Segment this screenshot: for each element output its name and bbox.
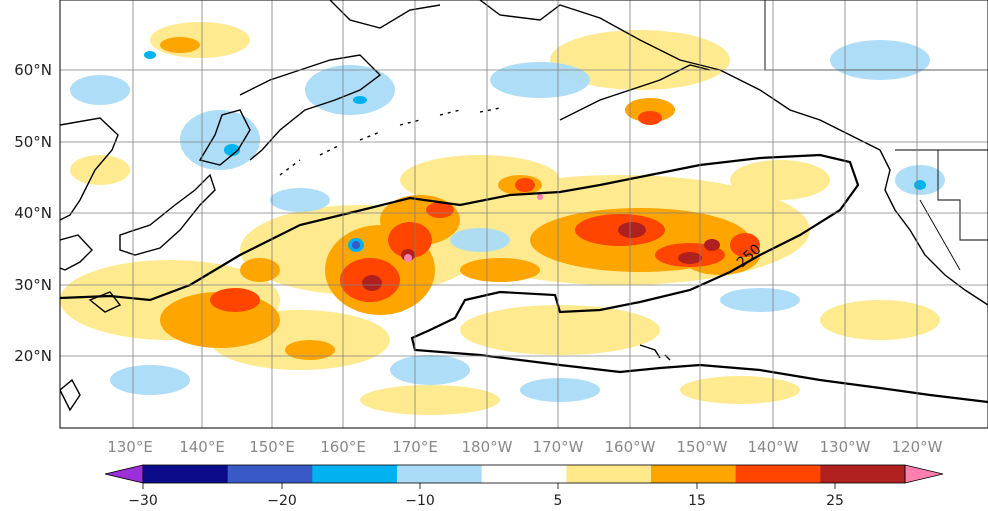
lon-label: 150°E <box>249 438 295 456</box>
colorbar-segment <box>820 465 906 483</box>
colorbar-tick-label: 5 <box>554 493 563 509</box>
latitude-labels: 60°N 50°N 40°N 30°N 20°N <box>14 61 52 365</box>
lon-label: 160°W <box>605 438 656 456</box>
colorbar-segment <box>143 465 229 483</box>
lat-label: 30°N <box>14 276 52 294</box>
lat-label: 50°N <box>14 133 52 151</box>
lon-label: 170°W <box>533 438 584 456</box>
colorbar-segment <box>481 465 567 483</box>
colorbar-segment <box>651 465 737 483</box>
lon-label: 180°W <box>462 438 513 456</box>
map-frame <box>59 0 988 429</box>
lat-label: 20°N <box>14 347 52 365</box>
lon-label: 130°W <box>820 438 871 456</box>
lat-label: 40°N <box>14 204 52 222</box>
colorbar-extend-right <box>904 464 944 484</box>
colorbar-extend-left <box>104 464 144 484</box>
lon-label: 160°E <box>320 438 366 456</box>
colorbar-segment <box>227 465 313 483</box>
lon-label: 170°E <box>392 438 438 456</box>
colorbar-tick-label: −10 <box>405 493 435 509</box>
colorbar-segment <box>566 465 652 483</box>
colorbar-segment <box>312 465 398 483</box>
colorbar-tick-label: −30 <box>128 493 158 509</box>
colorbar-segments <box>143 465 906 483</box>
colorbar-ticks <box>142 483 836 489</box>
colorbar-tick-label: −20 <box>267 493 297 509</box>
contour-250 <box>60 153 988 404</box>
colorbar-segment <box>735 465 821 483</box>
lon-label: 140°E <box>179 438 225 456</box>
colorbar: −30 −20 −10 5 15 25 <box>104 464 944 509</box>
colorbar-segment <box>397 465 483 483</box>
gridlines <box>60 0 988 428</box>
colorbar-frame <box>142 464 906 484</box>
lon-label: 150°W <box>677 438 728 456</box>
longitude-labels: 130°E 140°E 150°E 160°E 170°E 180°W 170°… <box>107 438 942 456</box>
lat-label: 60°N <box>14 61 52 79</box>
lon-label: 130°E <box>107 438 153 456</box>
lon-label: 120°W <box>892 438 943 456</box>
lon-label: 140°W <box>748 438 799 456</box>
colorbar-tick-label: 25 <box>826 493 844 509</box>
colorbar-tick-label: 15 <box>688 493 706 509</box>
anomaly-shading <box>60 22 945 415</box>
